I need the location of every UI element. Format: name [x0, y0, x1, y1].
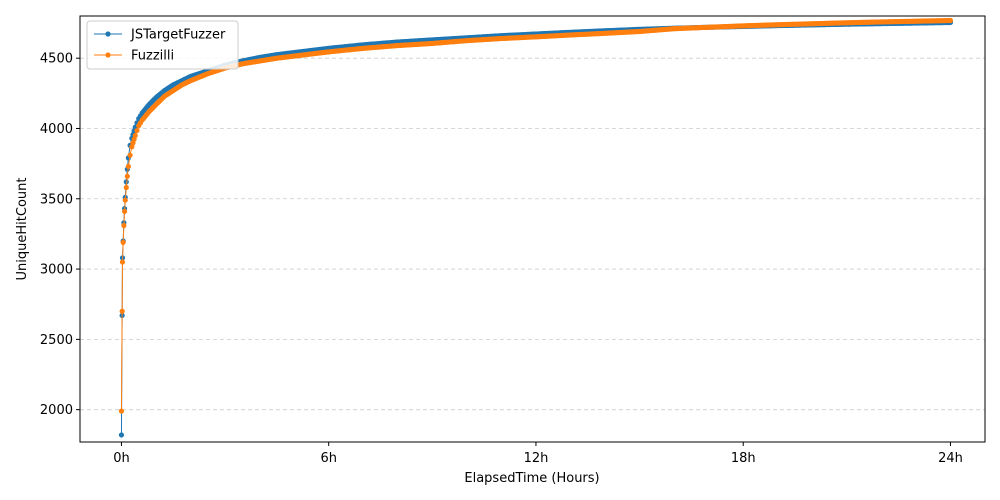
data-point: [132, 132, 138, 139]
legend: JSTargetFuzzer Fuzzilli: [86, 20, 239, 70]
y-tick-label: 4500: [40, 52, 73, 67]
legend-marker-jstargetfuzzer: [105, 31, 111, 37]
data-point: [123, 184, 129, 191]
series-fuzzilli: [118, 17, 954, 414]
legend-label-fuzzilli: Fuzzilli: [131, 49, 174, 64]
data-point: [123, 179, 129, 185]
data-point: [122, 197, 128, 203]
plot-frame: [79, 15, 986, 443]
legend-label-jstargetfuzzer: JSTargetFuzzer: [130, 28, 226, 43]
data-point: [121, 222, 127, 229]
y-tick-label: 3500: [40, 192, 73, 207]
data-point: [125, 163, 131, 170]
y-axis: 2000 2500 3000 3500 4000 4500: [40, 52, 80, 418]
x-axis-label: ElapsedTime (Hours): [464, 471, 599, 486]
data-point: [947, 17, 954, 24]
y-tick-label: 2500: [40, 333, 73, 348]
x-tick-label: 12h: [524, 451, 549, 466]
x-axis: 0h 6h 12h 18h 24h: [113, 442, 963, 466]
data-point: [118, 432, 125, 438]
y-tick-label: 2000: [40, 403, 73, 418]
legend-marker-fuzzilli: [105, 52, 111, 58]
y-tick-label: 4000: [40, 122, 73, 137]
data-point: [119, 259, 126, 265]
x-tick-label: 0h: [113, 451, 130, 466]
data-point: [120, 239, 126, 245]
data-point: [134, 127, 140, 134]
y-axis-label: UniqueHitCount: [15, 178, 30, 281]
x-tick-label: 24h: [938, 451, 963, 466]
data-point: [127, 152, 133, 158]
data-point: [118, 408, 125, 414]
y-tick-label: 3000: [40, 263, 73, 278]
x-tick-label: 6h: [320, 451, 337, 466]
data-point: [121, 208, 128, 215]
data-point: [119, 308, 125, 314]
data-point: [124, 173, 130, 179]
x-tick-label: 18h: [731, 451, 756, 466]
legend-box: [86, 20, 239, 70]
